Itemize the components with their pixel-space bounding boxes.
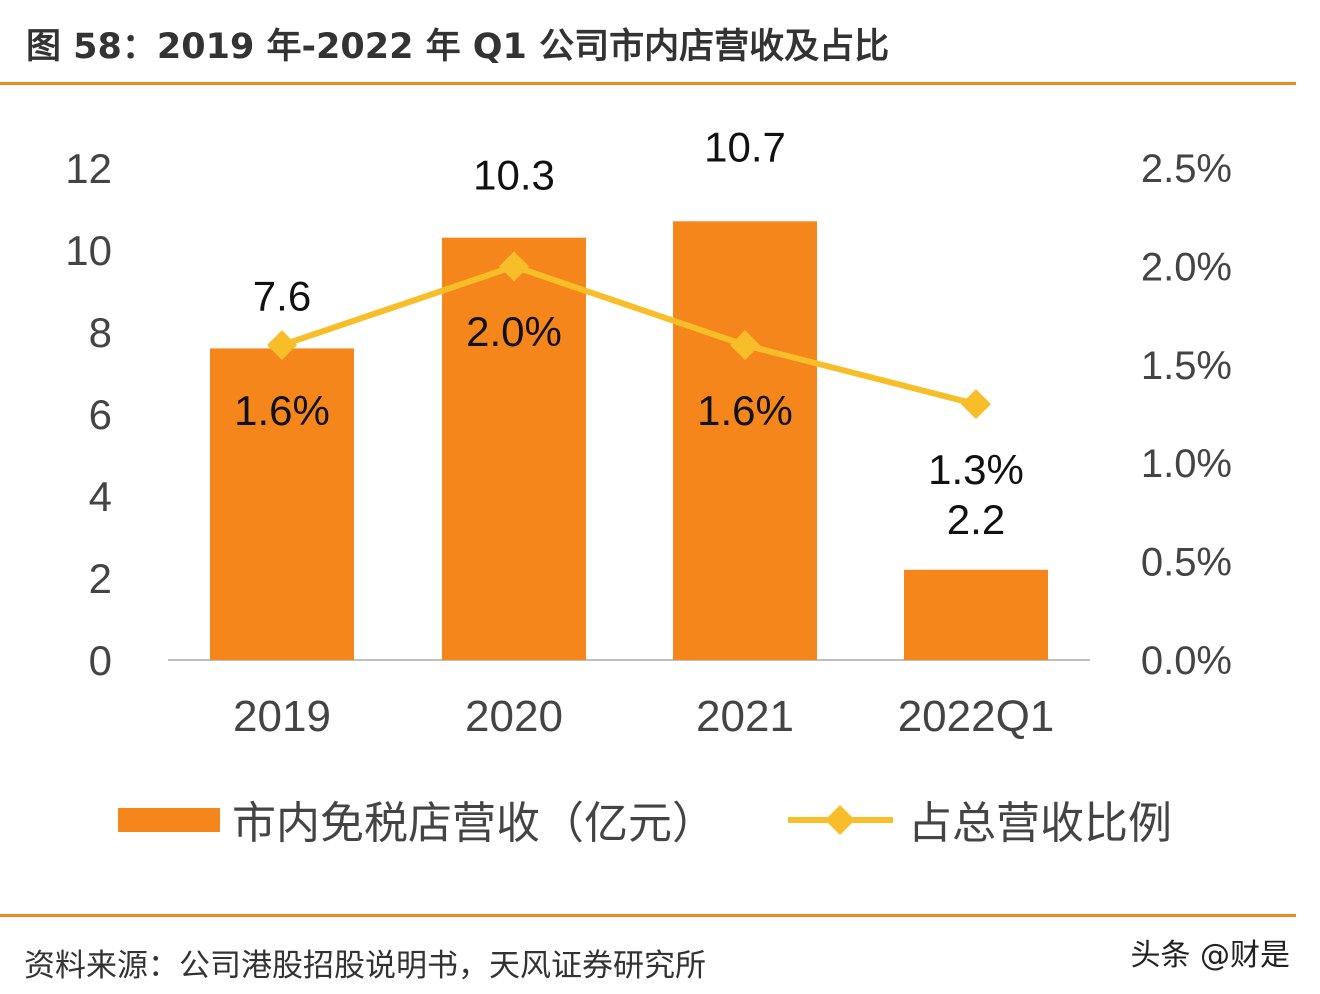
right-tick-label: 2.5% xyxy=(1141,147,1232,191)
x-tick-label: 2020 xyxy=(465,692,563,741)
bottom-divider xyxy=(0,914,1296,917)
ratio-line xyxy=(281,263,977,408)
legend-line-label: 占总营收比例 xyxy=(908,799,1172,848)
legend-bar-swatch xyxy=(118,808,220,832)
bar-2019 xyxy=(210,348,354,660)
left-tick-label: 2 xyxy=(89,555,112,602)
left-tick-label: 4 xyxy=(89,473,112,520)
ratio-value-label: 1.3% xyxy=(928,446,1024,493)
right-tick-label: 1.0% xyxy=(1141,442,1232,486)
ratio-value-label: 1.6% xyxy=(697,387,793,434)
left-tick-label: 6 xyxy=(89,391,112,438)
legend-diamond-icon xyxy=(825,805,855,835)
bar-value-label: 10.7 xyxy=(704,123,786,170)
right-tick-label: 2.0% xyxy=(1141,245,1232,289)
legend-bar-label: 市内免税店营收（亿元） xyxy=(232,799,716,848)
source-note: 资料来源：公司港股招股说明书，天风证券研究所 xyxy=(24,948,706,984)
bar-value-label: 10.3 xyxy=(473,152,555,199)
top-divider xyxy=(0,82,1296,85)
left-tick-label: 10 xyxy=(65,227,112,274)
left-tick-label: 8 xyxy=(89,309,112,356)
ratio-marker-2021 xyxy=(730,330,760,361)
left-tick-label: 0 xyxy=(89,637,112,684)
right-tick-label: 0.0% xyxy=(1141,639,1232,683)
ratio-marker-2019 xyxy=(267,330,297,361)
bar-value-label: 2.2 xyxy=(947,496,1005,543)
ratio-marker-2020 xyxy=(499,251,529,282)
bar-value-label: 7.6 xyxy=(253,272,311,319)
x-tick-label: 2021 xyxy=(696,692,794,741)
right-tick-label: 0.5% xyxy=(1141,541,1232,585)
watermark: 头条 @财是 xyxy=(1130,938,1290,973)
x-tick-label: 2019 xyxy=(233,692,331,741)
ratio-value-label: 1.6% xyxy=(234,387,330,434)
ratio-value-label: 2.0% xyxy=(466,308,562,355)
x-tick-label: 2022Q1 xyxy=(898,692,1055,741)
figure-title: 图 58：2019 年-2022 年 Q1 公司市内店营收及占比 xyxy=(26,27,890,67)
bar-2020 xyxy=(442,237,586,660)
right-tick-label: 1.5% xyxy=(1141,344,1232,388)
bar-2021 xyxy=(673,221,817,661)
bar-2022Q1 xyxy=(904,569,1048,660)
left-tick-label: 12 xyxy=(65,145,112,192)
ratio-marker-2022Q1 xyxy=(961,389,991,420)
